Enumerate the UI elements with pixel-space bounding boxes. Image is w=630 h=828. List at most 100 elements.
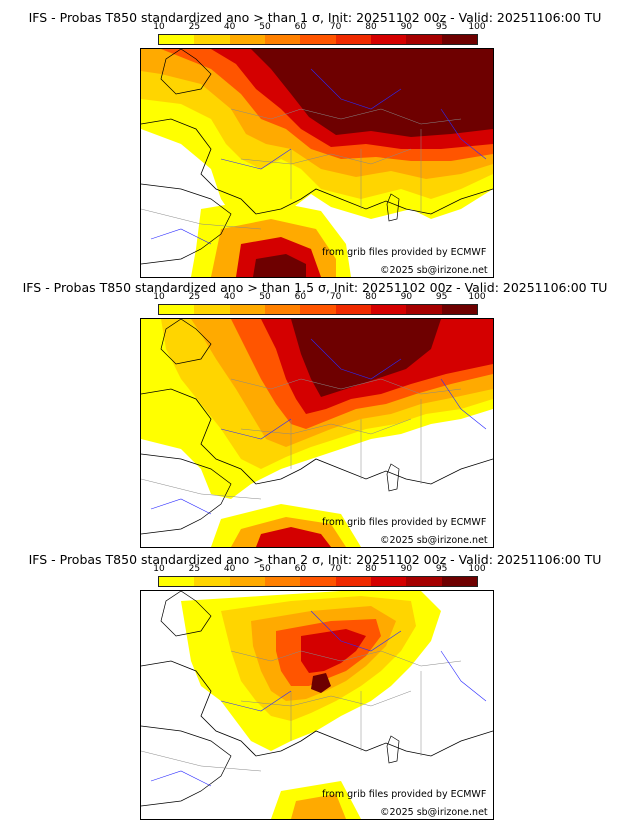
- country-borders: [141, 108, 462, 230]
- colorbar-tick-label: 70: [329, 292, 342, 302]
- coastline-corsica: [386, 735, 400, 764]
- colorbar-segment: [371, 35, 407, 44]
- copyright-credit: ©2025 sb@irizone.net: [380, 807, 488, 818]
- colorbar-segment: [406, 577, 442, 586]
- prob-field-south-80: [256, 527, 331, 547]
- grib-credit: from grib files provided by ECMWF: [322, 789, 487, 800]
- map-canvas: [141, 49, 493, 277]
- colorbar-tick-label: 10: [153, 22, 165, 32]
- colorbar-segment: [229, 35, 265, 44]
- colorbar-strip: [158, 34, 478, 45]
- panel-title: IFS - Probas T850 standardized ano > tha…: [28, 10, 602, 25]
- colorbar-segment: [335, 305, 371, 314]
- colorbar-segment: [159, 305, 195, 314]
- probability-map: [140, 48, 494, 278]
- colorbar-tick-label: 70: [329, 22, 342, 32]
- coastline-iberia: [141, 453, 232, 535]
- rivers: [150, 68, 487, 245]
- colorbar-tick-label: 60: [294, 564, 307, 574]
- colorbar-segment: [194, 35, 230, 44]
- map-canvas: [141, 319, 493, 547]
- country-borders: [141, 378, 462, 500]
- colorbar-segment: [371, 577, 407, 586]
- coastline: [141, 388, 493, 485]
- colorbar-segment: [300, 577, 336, 586]
- colorbar-tick-label: 90: [400, 22, 413, 32]
- colorbar-tick-label: 90: [400, 292, 413, 302]
- colorbar-strip: [158, 576, 478, 587]
- colorbar-segment: [441, 35, 477, 44]
- colorbar-tick-label: 25: [188, 292, 201, 302]
- colorbar-segment: [265, 577, 301, 586]
- coastline: [141, 118, 493, 215]
- colorbar-tick-label: 95: [435, 292, 448, 302]
- panel-title: IFS - Probas T850 standardized ano > tha…: [22, 280, 608, 295]
- coastline-corsica: [386, 193, 400, 222]
- colorbar-tick-label: 100: [468, 564, 486, 574]
- country-borders: [141, 650, 462, 772]
- forecast-panel-1: IFS - Probas T850 standardized ano > tha…: [0, 0, 630, 278]
- rivers: [150, 610, 487, 787]
- colorbar-tick-label: 50: [259, 292, 271, 302]
- colorbar-tick-label: 80: [365, 564, 377, 574]
- prob-field-95: [251, 49, 493, 137]
- colorbar-segment: [300, 305, 336, 314]
- colorbar-strip: [158, 304, 478, 315]
- colorbar-tick-label: 95: [435, 22, 448, 32]
- colorbar-tick-label: 80: [365, 292, 377, 302]
- coastline-uk: [160, 319, 212, 365]
- rivers: [150, 338, 487, 515]
- prob-field-95: [291, 319, 441, 397]
- colorbar-segment: [335, 35, 371, 44]
- colorbar-tick-label: 10: [153, 564, 165, 574]
- colorbar-segment: [159, 577, 195, 586]
- coastline-iberia: [141, 725, 232, 807]
- prob-field-80: [301, 629, 366, 673]
- map-canvas: [141, 591, 493, 819]
- colorbar-segment: [371, 305, 407, 314]
- copyright-credit: ©2025 sb@irizone.net: [380, 265, 488, 276]
- prob-field-south-95: [253, 254, 306, 277]
- grib-credit: from grib files provided by ECMWF: [322, 517, 487, 528]
- colorbar-tick-label: 90: [400, 564, 413, 574]
- colorbar-tick-label: 50: [259, 564, 271, 574]
- colorbar-tick-label: 95: [435, 564, 448, 574]
- coastline-corsica: [386, 463, 400, 492]
- coastline-uk: [160, 591, 212, 637]
- colorbar-tick-label: 25: [188, 22, 201, 32]
- colorbar-segment: [229, 577, 265, 586]
- colorbar-segment: [406, 305, 442, 314]
- coastline: [141, 660, 493, 757]
- colorbar-tick-label: 25: [188, 564, 201, 574]
- colorbar-tick-label: 100: [468, 292, 486, 302]
- forecast-panel-2: IFS - Probas T850 standardized ano > tha…: [0, 270, 630, 548]
- colorbar-segment: [265, 305, 301, 314]
- coastline-uk: [160, 49, 212, 95]
- prob-field-south-40: [291, 794, 346, 819]
- colorbar-tick-label: 50: [259, 22, 271, 32]
- colorbar-tick-label: 80: [365, 22, 377, 32]
- colorbar-tick-label: 60: [294, 22, 307, 32]
- coastline-iberia: [141, 183, 232, 265]
- colorbar-segment: [441, 305, 477, 314]
- colorbar-tick-label: 40: [223, 292, 236, 302]
- colorbar-segment: [441, 577, 477, 586]
- colorbar-tick-label: 40: [223, 564, 236, 574]
- panel-title: IFS - Probas T850 standardized ano > tha…: [28, 552, 602, 567]
- probability-map: [140, 590, 494, 820]
- colorbar-tick-label: 100: [468, 22, 486, 32]
- colorbar-segment: [159, 35, 195, 44]
- colorbar-tick-label: 40: [223, 22, 236, 32]
- forecast-panel-3: IFS - Probas T850 standardized ano > tha…: [0, 542, 630, 820]
- colorbar-tick-label: 70: [329, 564, 342, 574]
- colorbar-segment: [194, 305, 230, 314]
- colorbar-segment: [335, 577, 371, 586]
- colorbar-segment: [194, 577, 230, 586]
- colorbar-segment: [406, 35, 442, 44]
- copyright-credit: ©2025 sb@irizone.net: [380, 535, 488, 546]
- prob-field-95: [311, 673, 331, 693]
- colorbar-segment: [300, 35, 336, 44]
- colorbar-segment: [265, 35, 301, 44]
- colorbar-tick-label: 60: [294, 292, 307, 302]
- probability-map: [140, 318, 494, 548]
